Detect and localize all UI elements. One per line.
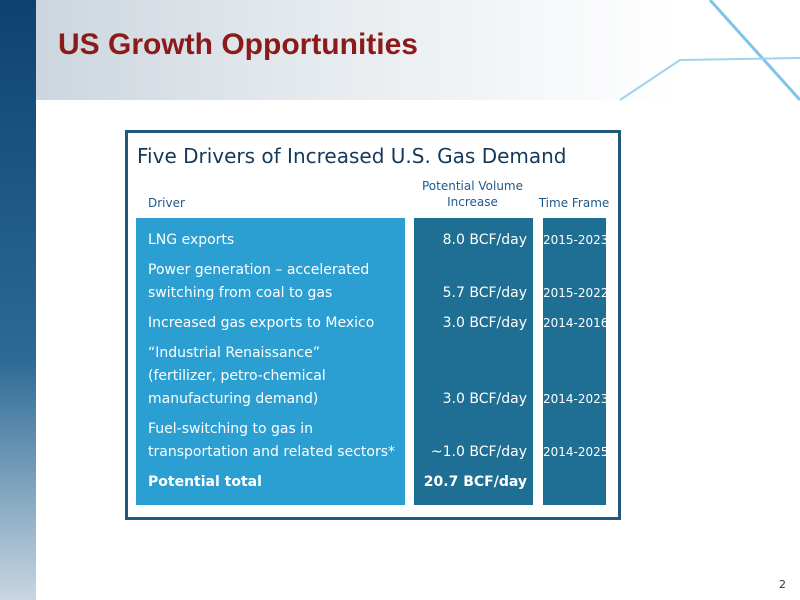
volume-text: 5.7 BCF/day [442,285,527,301]
volume-panel [414,218,533,505]
volume-text: 3.0 BCF/day [442,391,527,407]
driver-text: Fuel-switching to gas in [148,421,313,437]
sidebar [0,0,36,600]
table-title: Five Drivers of Increased U.S. Gas Deman… [137,144,567,168]
driver-text: Increased gas exports to Mexico [148,315,375,331]
driver-text: “Industrial Renaissance” [148,345,321,361]
time-panel [543,218,606,505]
time-frame-text: 2014-2025 [543,445,609,459]
volume-text: 3.0 BCF/day [442,315,527,331]
driver-panel [136,218,405,505]
slide-title: US Growth Opportunities [58,28,418,61]
driver-text: LNG exports [148,232,235,248]
total-label: Potential total [148,474,262,490]
driver-text: transportation and related sectors* [148,444,396,460]
column-header: Driver [148,196,185,210]
page-number: 2 [779,578,786,591]
time-frame-text: 2015-2022 [543,286,609,300]
driver-text: manufacturing demand) [148,391,319,407]
time-frame-text: 2014-2016 [543,316,609,330]
driver-text: Power generation – accelerated [148,262,370,278]
total-volume: 20.7 BCF/day [423,474,527,490]
column-header: Potential Volume Increase [421,179,523,209]
volume-text: ~1.0 BCF/day [430,444,527,460]
driver-text: switching from coal to gas [148,285,333,301]
decoration [619,0,800,102]
table-frame [125,130,621,520]
time-frame-text: 2014-2023 [543,392,609,406]
header-banner [0,0,800,100]
time-frame-text: 2015-2023 [543,233,609,247]
column-header: Time Frame [538,196,610,210]
volume-text: 8.0 BCF/day [442,232,527,248]
driver-text: (fertilizer, petro-chemical [148,368,326,384]
